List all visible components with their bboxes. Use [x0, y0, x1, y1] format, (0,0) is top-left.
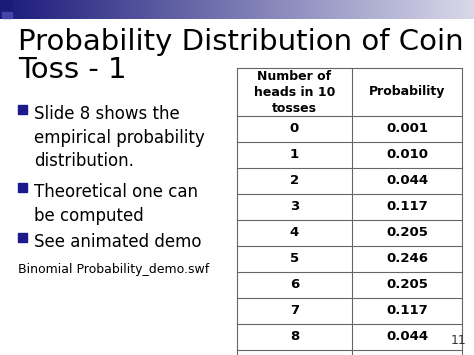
Text: 11: 11: [450, 334, 466, 347]
Text: 7: 7: [290, 305, 299, 317]
Bar: [18, 233, 27, 242]
Text: 0.246: 0.246: [386, 252, 428, 266]
Text: 0.010: 0.010: [386, 148, 428, 162]
Text: 5: 5: [290, 252, 299, 266]
Bar: [2, 2, 12, 12]
Text: Theoretical one can
be computed: Theoretical one can be computed: [34, 183, 198, 225]
Text: Binomial Probability_demo.swf: Binomial Probability_demo.swf: [18, 263, 209, 276]
Text: 0.044: 0.044: [386, 331, 428, 344]
Text: Number of
heads in 10
tosses: Number of heads in 10 tosses: [254, 70, 335, 115]
Text: 0.001: 0.001: [386, 122, 428, 136]
Text: 4: 4: [290, 226, 299, 240]
Text: 2: 2: [290, 175, 299, 187]
Text: 0.205: 0.205: [386, 226, 428, 240]
Bar: [18, 183, 27, 192]
Text: 6: 6: [290, 279, 299, 291]
Text: 0.044: 0.044: [386, 175, 428, 187]
Text: Probability: Probability: [369, 86, 445, 98]
Text: 8: 8: [290, 331, 299, 344]
Text: See animated demo: See animated demo: [34, 233, 201, 251]
Text: 0.205: 0.205: [386, 279, 428, 291]
Text: Probability Distribution of Coin: Probability Distribution of Coin: [18, 28, 464, 56]
Text: 3: 3: [290, 201, 299, 213]
Text: Toss - 1: Toss - 1: [18, 56, 127, 84]
Text: 0.117: 0.117: [386, 201, 428, 213]
Bar: [18, 105, 27, 114]
Text: 1: 1: [290, 148, 299, 162]
Bar: [237, 68, 462, 355]
Bar: [2, 12, 12, 18]
Text: 0.117: 0.117: [386, 305, 428, 317]
Text: Slide 8 shows the
empirical probability
distribution.: Slide 8 shows the empirical probability …: [34, 105, 205, 170]
Text: 0: 0: [290, 122, 299, 136]
